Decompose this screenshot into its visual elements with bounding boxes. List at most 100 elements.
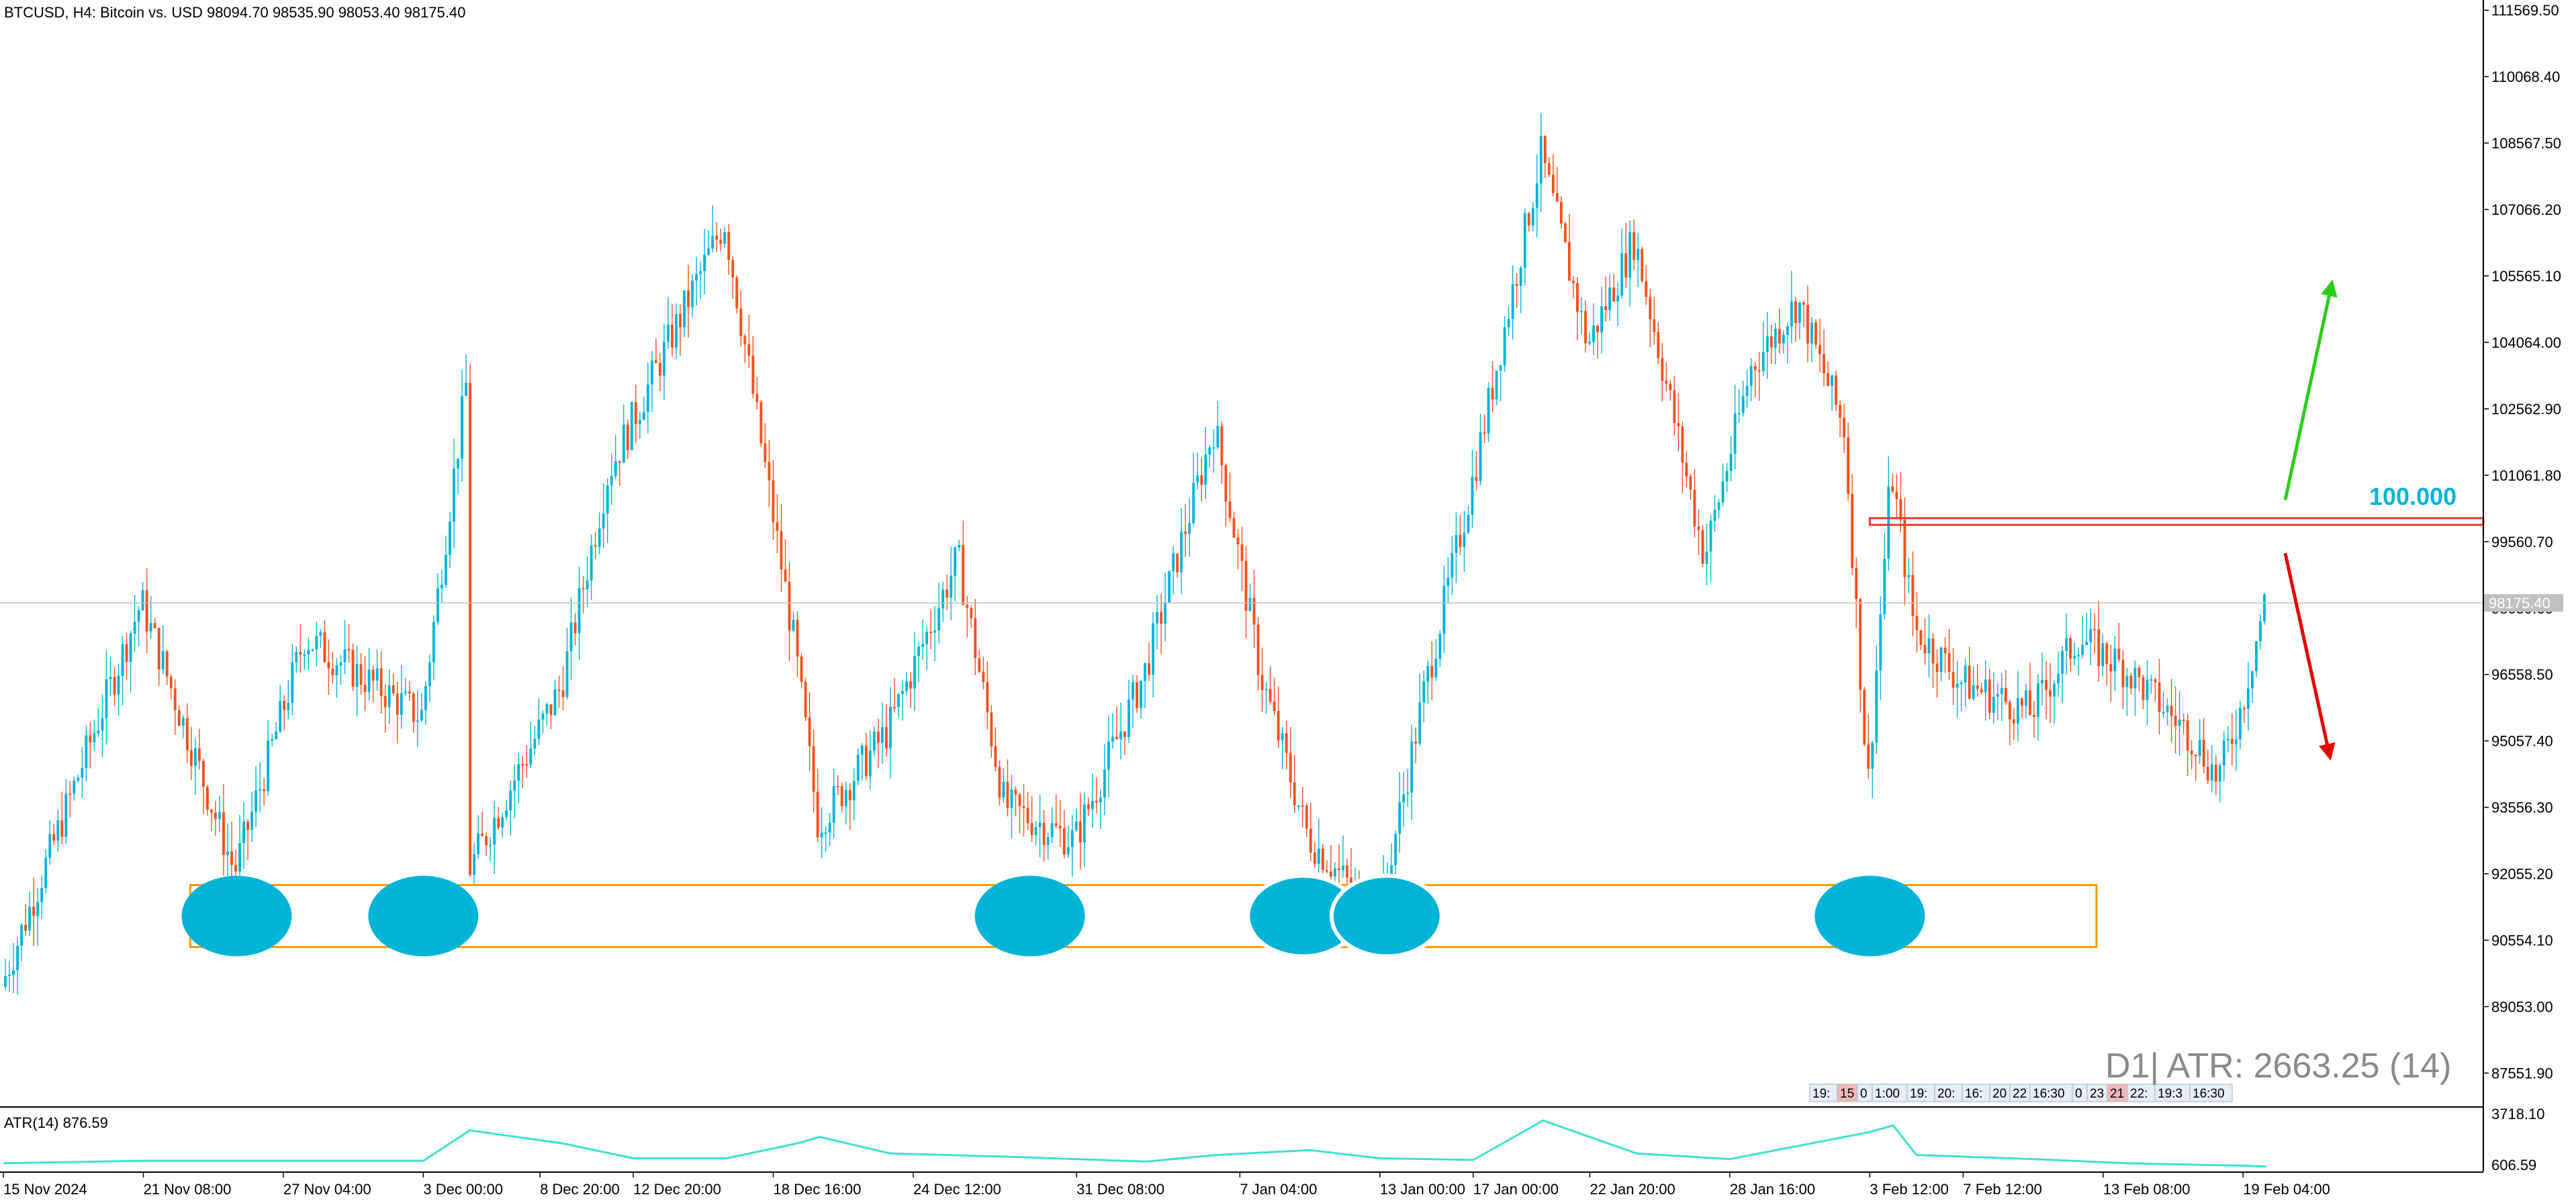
- candle-body: [1559, 201, 1563, 224]
- candle-body: [646, 384, 649, 412]
- session-label: 19:: [1812, 1087, 1830, 1101]
- candle-body: [133, 622, 136, 634]
- candle-body: [2186, 720, 2189, 751]
- candle-body: [351, 649, 355, 687]
- candle-body: [157, 628, 160, 670]
- candle-body: [1309, 828, 1312, 853]
- candle-body: [153, 623, 156, 628]
- session-label-box: [1906, 1084, 1935, 1102]
- candle-body: [2089, 628, 2092, 642]
- candle-body: [760, 401, 763, 444]
- candle-body: [1757, 370, 1761, 372]
- candle-body: [149, 623, 152, 632]
- candle-body: [796, 620, 799, 657]
- session-label: 15: [1840, 1087, 1854, 1101]
- candle-body: [1887, 486, 1890, 559]
- candle-body: [618, 461, 621, 463]
- atr-axis-label: 3718.10: [2491, 1106, 2545, 1122]
- candle-body: [1078, 821, 1082, 843]
- candle-body: [2025, 690, 2027, 706]
- candle-body: [1899, 499, 1902, 520]
- time-tick-label: 31 Dec 08:00: [1076, 1181, 1164, 1198]
- candle-body: [1919, 630, 1923, 645]
- candle-body: [181, 718, 185, 726]
- candle-body: [1535, 183, 1538, 208]
- candle-body: [1721, 481, 1724, 503]
- candle-body: [1765, 336, 1769, 352]
- candle-body: [1931, 638, 1935, 664]
- candle-body: [2069, 638, 2072, 659]
- candle-body: [1119, 731, 1122, 740]
- candle-body: [707, 248, 710, 255]
- candle-body: [897, 693, 900, 708]
- candle-body: [1390, 865, 1393, 874]
- candle-body: [1939, 647, 1943, 673]
- candle-body: [2105, 643, 2109, 664]
- candle-body: [1951, 672, 1955, 688]
- candle-body: [1677, 423, 1680, 427]
- candle-body: [161, 651, 165, 670]
- candle-body: [630, 402, 633, 450]
- candle-body: [747, 344, 751, 356]
- candle-body: [933, 630, 937, 633]
- candle-body: [755, 393, 759, 402]
- atr-readout: D1| ATR: 2663.25 (14): [2105, 1047, 2451, 1086]
- candle-body: [141, 590, 144, 610]
- candle-body: [2150, 679, 2153, 681]
- candle-body: [2238, 708, 2242, 740]
- candle-body: [1588, 342, 1591, 344]
- candle-body: [888, 706, 892, 749]
- candle-body: [1737, 413, 1741, 415]
- candle-body: [1321, 849, 1324, 870]
- candle-body: [420, 710, 423, 721]
- candle-body: [921, 644, 924, 647]
- candle-body: [1220, 426, 1224, 466]
- candle-body: [1968, 665, 1971, 699]
- session-label-box: [2107, 1084, 2128, 1102]
- candle-body: [780, 530, 783, 570]
- candle-body: [832, 785, 835, 823]
- candle-body: [242, 821, 245, 843]
- candle-body: [1725, 471, 1729, 482]
- candle-body: [347, 649, 351, 651]
- candle-body: [1398, 802, 1401, 834]
- candle-body: [565, 651, 569, 697]
- candle-body: [946, 589, 949, 598]
- candle-body: [1806, 304, 1809, 344]
- candle-body: [1212, 447, 1215, 449]
- candle-body: [743, 336, 747, 344]
- candle-body: [1046, 837, 1050, 845]
- candle-body: [1665, 381, 1668, 384]
- candle-body: [642, 412, 645, 420]
- candle-body: [2137, 667, 2141, 677]
- session-label: 23: [2090, 1087, 2104, 1101]
- session-label-box: [2127, 1084, 2156, 1102]
- candle-body: [2255, 641, 2258, 672]
- candle-body: [1802, 302, 1805, 305]
- candle-body: [2259, 621, 2262, 642]
- candle-body: [2242, 708, 2246, 710]
- candle-body: [1980, 689, 1983, 693]
- candle-body: [101, 718, 104, 731]
- time-tick-label: 12 Dec 20:00: [633, 1181, 721, 1198]
- time-tick-label: 17 Jan 00:00: [1473, 1181, 1559, 1198]
- candle-body: [650, 360, 653, 385]
- candle-body: [1402, 793, 1406, 803]
- candle-body: [1701, 530, 1704, 564]
- candle-body: [1555, 193, 1559, 202]
- bullish-arrow: [2283, 279, 2338, 501]
- candle-body: [880, 727, 884, 743]
- candle-body: [291, 662, 294, 703]
- candle-body: [1455, 534, 1458, 553]
- candle-body: [383, 695, 387, 708]
- candle-body: [335, 665, 338, 675]
- candle-body: [856, 755, 860, 781]
- candle-body: [379, 668, 383, 696]
- price-tick-label: 101061.80: [2491, 467, 2561, 484]
- candle-body: [1769, 336, 1773, 348]
- candle-body: [1196, 475, 1199, 483]
- candle-body: [1180, 531, 1183, 573]
- candle-body: [860, 745, 864, 755]
